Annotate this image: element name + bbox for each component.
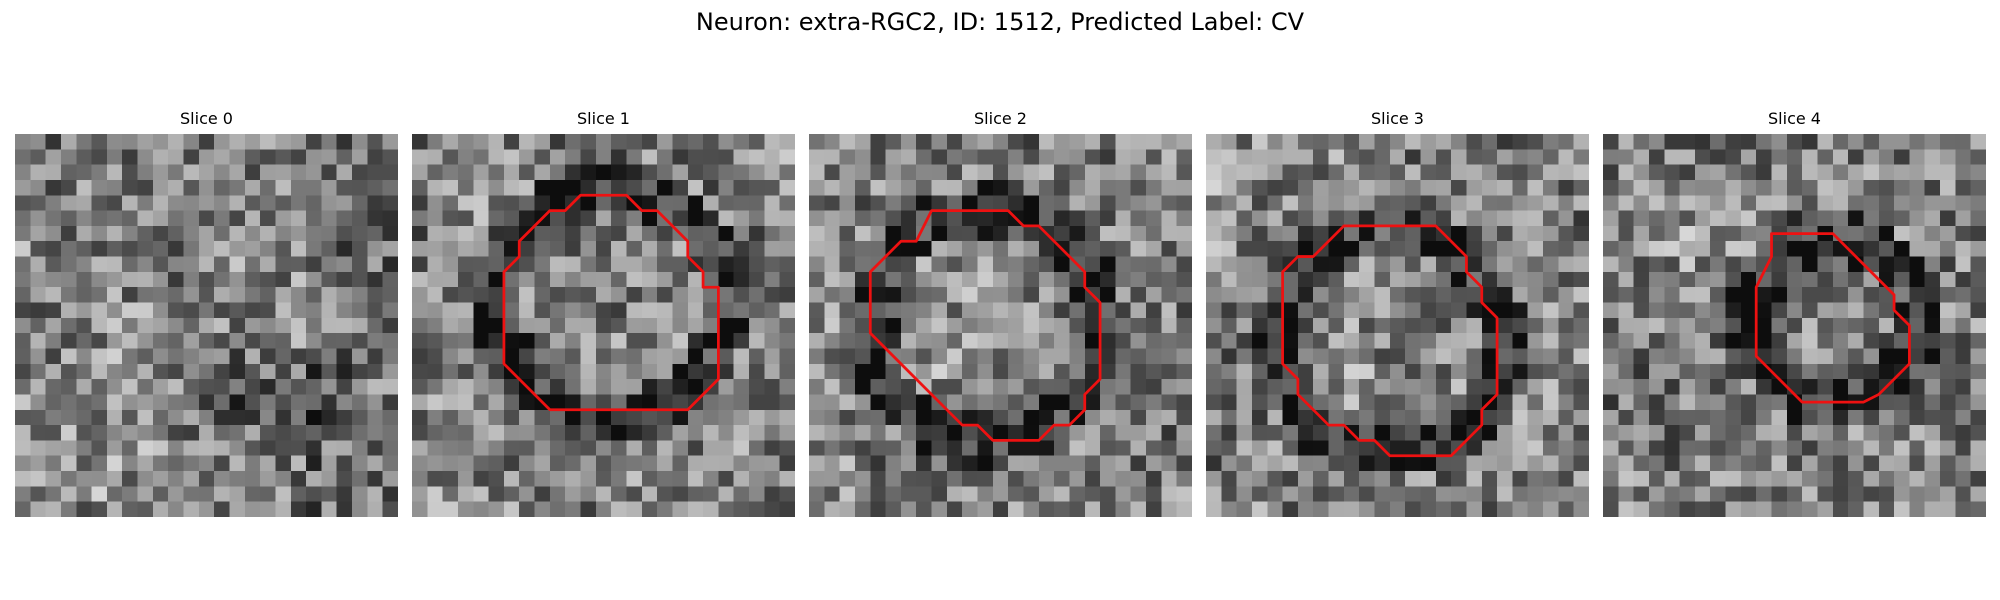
slice-title: Slice 0 [180, 109, 233, 128]
segmentation-contour [1754, 232, 1911, 404]
grayscale-pixels [1603, 134, 1986, 517]
slice-panel-3: Slice 3 [1206, 108, 1589, 517]
grayscale-pixels [412, 134, 795, 517]
slice-title: Slice 2 [974, 109, 1027, 128]
segmentation-contour [1281, 224, 1499, 458]
segmentation-contour [868, 209, 1102, 442]
slice-title: Slice 3 [1371, 109, 1424, 128]
grayscale-pixels [15, 134, 398, 517]
segmentation-contour [502, 193, 720, 412]
slice-image [1603, 134, 1986, 517]
slice-title: Slice 4 [1768, 109, 1821, 128]
slice-image [1206, 134, 1589, 517]
slice-panel-4: Slice 4 [1603, 108, 1986, 517]
grayscale-pixels [809, 134, 1192, 517]
grayscale-pixels [1206, 134, 1589, 517]
slice-panel-2: Slice 2 [809, 108, 1192, 517]
figure-title: Neuron: extra-RGC2, ID: 1512, Predicted … [695, 8, 1305, 36]
slice-image [15, 134, 398, 517]
slice-panel-0: Slice 0 [15, 108, 398, 517]
slice-image [412, 134, 795, 517]
slice-image [809, 134, 1192, 517]
slice-title: Slice 1 [577, 109, 630, 128]
slice-panel-1: Slice 1 [412, 108, 795, 517]
